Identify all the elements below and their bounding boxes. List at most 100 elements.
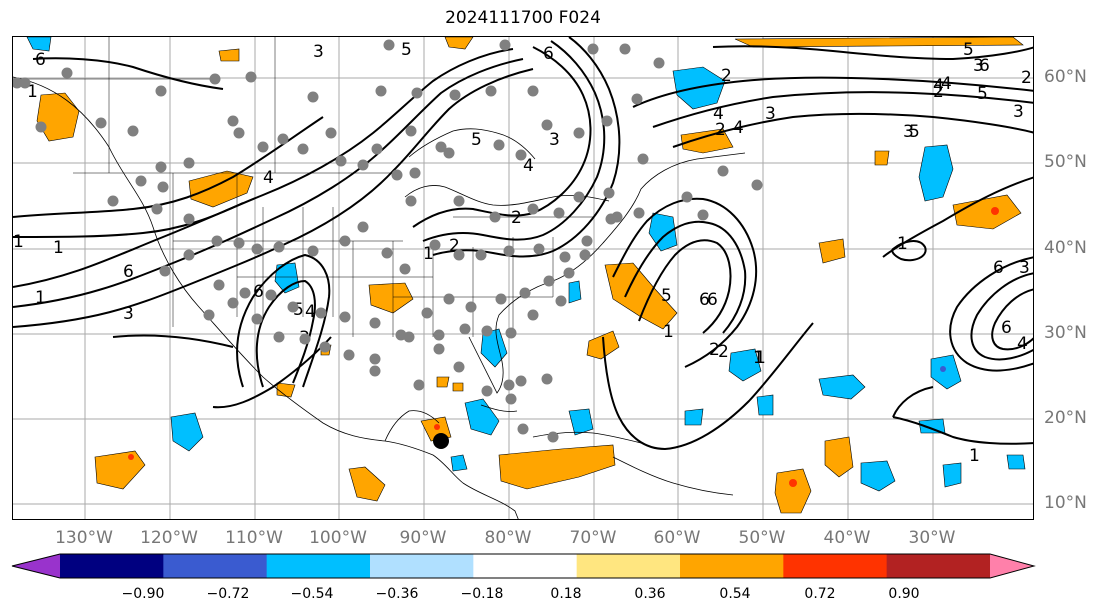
station-marker [489,211,501,223]
anomaly-core [940,366,946,372]
contour-label: 6 [35,50,46,70]
latitude-label: 40°N [1044,238,1087,258]
contour-label: 2 [511,208,522,228]
colorbar-outline [11,553,1036,579]
longitude-label: 30°W [908,528,956,548]
anomaly-region [568,280,582,304]
contour-label: 3 [903,122,914,142]
contour-label: 1 [969,446,980,466]
contour-label: 2 [715,120,726,140]
station-marker [559,251,571,263]
station-marker [273,331,285,343]
contour-label: 4 [263,168,274,188]
station-marker [413,379,425,391]
station-marker [127,125,139,137]
latitude-label: 10°N [1044,493,1087,513]
station-marker [443,147,455,159]
station-marker [339,235,351,247]
contour-label: 6 [699,290,710,310]
contour-label: 6 [707,290,718,310]
anomaly-region [734,37,1024,48]
station-marker [421,307,433,319]
contour-line [638,239,732,334]
anomaly-region [26,37,52,52]
longitude-label: 90°W [399,528,447,548]
contour-label: 4 [305,302,316,322]
station-marker [403,331,415,343]
contour-line [236,253,331,388]
map-title: 2024111700 F024 [445,8,601,28]
colorbar-segment [576,554,681,578]
station-marker [159,265,171,277]
longitude-label: 110°W [225,528,283,548]
contour-label: 3 [1019,258,1030,278]
anomaly-core [789,479,797,487]
contour-label: 6 [253,282,264,302]
station-marker [343,349,355,361]
contour-line [991,288,1033,351]
station-marker [233,237,245,249]
contour-line [13,68,534,328]
station-marker [107,195,119,207]
station-marker [227,297,239,309]
longitude-label: 60°W [653,528,701,548]
map-canvas: 6543212345616543216543214321562134134665… [13,37,1033,519]
contour-lines [13,37,1033,451]
station-marker [383,39,395,51]
station-marker [517,423,529,435]
station-marker [697,209,709,221]
colorbar-segment [886,554,991,578]
station-marker [299,333,311,345]
station-marker [155,161,167,173]
contour-label: 5 [293,300,304,320]
state-borders [13,37,593,337]
contour-label: 3 [313,42,324,62]
station-marker [485,85,497,97]
contour-label: 2 [721,66,732,86]
contour-label: 4 [523,156,534,176]
coastline [13,76,519,519]
station-marker [405,125,417,137]
anomaly-region [274,262,300,294]
coastline [612,456,734,496]
anomaly-region [728,348,762,382]
station-marker [481,325,493,337]
colorbar-tick-label: −0.72 [206,586,250,602]
anomaly-region [218,48,240,62]
contour-label: 6 [543,44,554,64]
contour-label: 4 [713,104,724,124]
contour-label: 4 [941,74,952,94]
station-marker [371,143,383,155]
anomaly-region [942,462,962,488]
station-marker [515,149,527,161]
graticule [13,37,1033,519]
colorbar-tick-label: 0.54 [719,586,751,602]
station-marker [515,375,527,387]
station-marker [297,143,309,155]
station-marker [541,119,553,131]
colorbar [11,553,1036,579]
anomaly-region [170,412,204,452]
contour-label: 3 [1013,102,1024,122]
coastline [384,410,440,442]
station-marker [543,275,555,287]
station-marker [19,77,31,89]
anomaly-region [680,128,734,154]
station-marker [429,239,441,251]
contour-label: 1 [897,234,908,254]
station-marker [503,245,515,257]
contour-line [970,272,1033,361]
station-marker [409,167,421,179]
contour-line [892,416,1033,445]
station-marker [527,203,539,215]
contour-line [624,220,747,334]
anomaly-region [348,466,386,502]
station-marker [587,43,599,55]
anomaly-region [824,436,854,478]
station-marker [233,127,245,139]
longitude-label: 50°W [738,528,786,548]
contour-label: 1 [753,348,764,368]
latitude-label: 30°N [1044,323,1087,343]
station-marker [307,245,319,257]
station-marker [527,309,539,321]
